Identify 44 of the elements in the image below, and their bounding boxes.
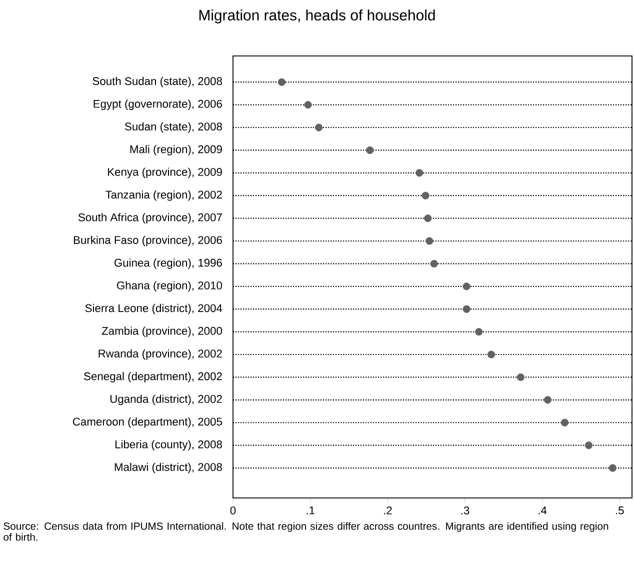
y-tick-label: Burkina Faso (province), 2006	[74, 236, 222, 246]
y-tick-label: Senegal (department), 2002	[84, 372, 222, 382]
point	[278, 78, 286, 86]
x-tick-label: .5	[616, 506, 624, 514]
x-tick-label: .3	[461, 506, 470, 514]
point	[422, 192, 430, 200]
point	[416, 169, 424, 177]
point	[516, 373, 524, 382]
y-tick-label: South Africa (province), 2007	[78, 213, 222, 224]
point	[584, 442, 593, 450]
y-tick-label: Tanzania (region), 2002	[106, 190, 222, 201]
x-tick-label: .2	[384, 506, 392, 514]
y-tick-label: Zambia (province), 2000	[102, 326, 222, 338]
point	[462, 282, 470, 290]
y-tick-label: Kenya (province), 2009	[108, 168, 222, 178]
point	[560, 418, 569, 426]
point	[304, 100, 312, 109]
point	[462, 305, 470, 313]
chart-title: Migration rates, heads of household	[199, 10, 435, 24]
point	[366, 146, 374, 154]
point	[315, 124, 323, 132]
x-tick-label: .1	[306, 506, 314, 514]
x-tick-label: 0	[230, 506, 236, 514]
y-tick-label: Rwanda (province), 2002	[98, 349, 222, 360]
y-tick-label: Egypt (governorate), 2006	[94, 100, 222, 110]
point	[475, 328, 483, 336]
y-tick-label: Ghana (region), 2010	[116, 281, 222, 292]
source-note: Source: Census data from IPUMS International. Note that region sizes differ across countres. Migrants are identified using region of birth.	[4, 522, 608, 541]
y-tick-label: Malawi (district), 2008	[114, 462, 222, 474]
y-tick-label: Mali (region), 2009	[130, 145, 222, 156]
y-tick-label: Guinea (region), 1996	[114, 258, 222, 269]
y-tick-label: Liberia (county), 2008	[115, 440, 222, 451]
y-tick-label: Cameroon (department), 2005	[72, 417, 222, 428]
x-tick-label: .4	[538, 506, 547, 514]
y-tick-label: Uganda (district), 2002	[110, 394, 222, 406]
y-tick-label: South Sudan (state), 2008	[92, 76, 222, 88]
point	[426, 237, 434, 245]
point	[487, 350, 496, 358]
point	[608, 464, 616, 472]
point	[430, 260, 438, 268]
y-tick-label: Sudan (state), 2008	[124, 122, 222, 133]
y-tick-label: Sierra Leone (district), 2004	[85, 304, 222, 314]
point	[544, 396, 552, 404]
point	[424, 214, 432, 222]
